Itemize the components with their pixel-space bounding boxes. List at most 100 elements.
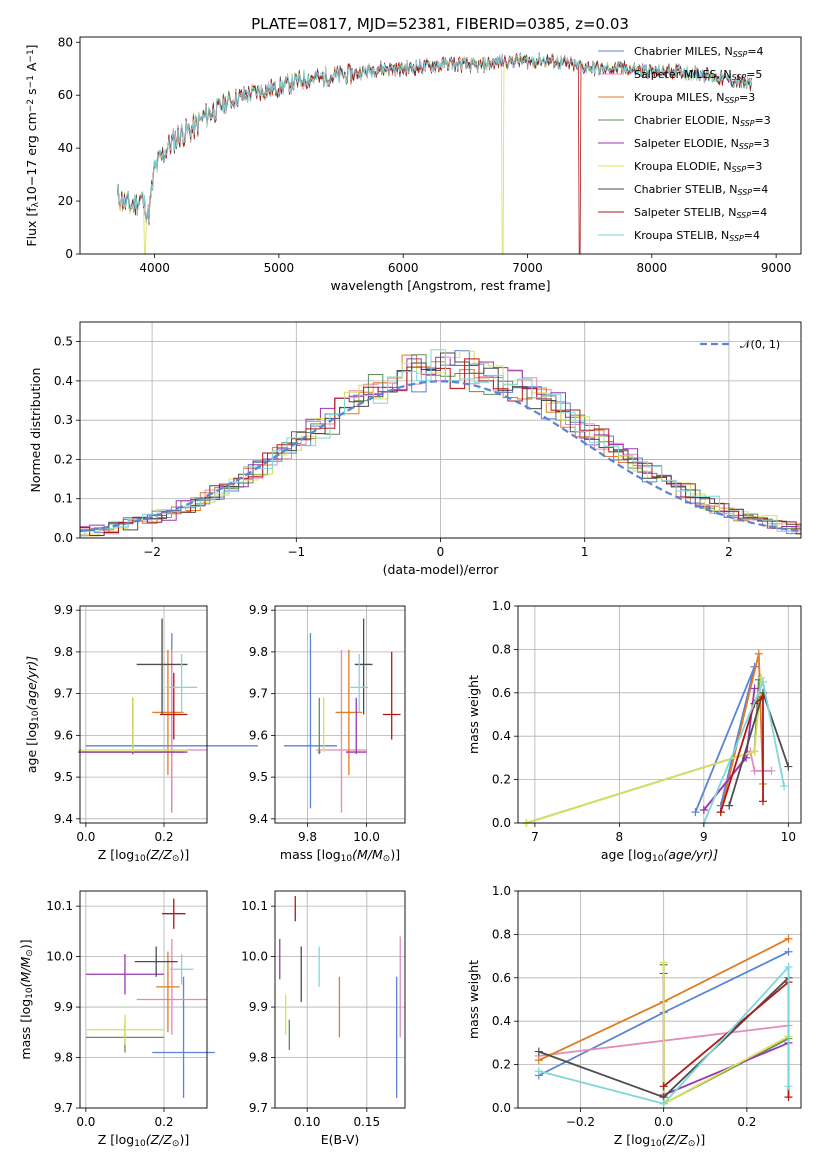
weight-marker (534, 1056, 543, 1065)
spectrum-line-salpeter-stelib (116, 52, 752, 255)
x-axis-label-part: ⊙ (172, 854, 180, 864)
legend-nssp-value: 4 (761, 183, 768, 196)
y-tick-label: 10.1 (241, 899, 268, 913)
x-axis-label: wavelength [Angstrom, rest frame] (330, 278, 550, 293)
x-axis-label: Z [log10(Z/Z⊙)] (98, 847, 189, 864)
legend-nssp-eq: = (744, 229, 753, 242)
weight-marker (659, 1099, 668, 1108)
x-tick-label: 5000 (264, 261, 295, 275)
legend-model-name: Chabrier MILES (634, 45, 718, 58)
y-tick-label: 9.7 (54, 1101, 73, 1115)
y-axis-label-part: s (24, 88, 39, 99)
axes-frame (274, 890, 406, 1109)
weight-marker (784, 762, 793, 771)
y-axis-label-part: 10 (25, 987, 35, 999)
y-tick-label: 9.4 (54, 812, 73, 826)
x-tick-label: 9.8 (298, 830, 317, 844)
weight-marker (784, 934, 793, 943)
y-axis-label-part: λ (31, 201, 41, 207)
normal-reference-curve (79, 380, 802, 533)
x-axis-label: age [log10(age/yr)] (601, 847, 718, 864)
legend-nssp-sub: SSP (732, 165, 747, 174)
x-tick-label: 1 (581, 545, 589, 559)
mass_vs_ebv-frame: 0.10 0.15 9.7 9.8 9.9 10.0 10.1 E(B-V) (241, 890, 406, 1147)
weight-marker (691, 808, 700, 817)
legend-nssp-value: 3 (763, 137, 770, 150)
legend-nssp-eq: = (739, 91, 748, 104)
weight_vs_Z-frame: −0.2 0.0 0.2 0.0 0.2 0.4 0.6 0.8 1.0 Z [log10(Z/Z… (466, 884, 802, 1149)
x-axis-label: E(B-V) (321, 1132, 360, 1147)
spectrum-plot-area (116, 52, 752, 255)
errorbar-point-kroupa-miles (335, 649, 363, 776)
legend-nssp-sub: SSP (724, 96, 739, 105)
y-tick-label: 0.0 (492, 1101, 511, 1115)
legend-entry: Salpeter STELIB, NSSP=4 (634, 206, 767, 220)
errorbar-point-kroupa-miles (152, 649, 184, 776)
weight_vs_age-plot-area (522, 649, 793, 827)
legend-nssp-value: 4 (757, 45, 764, 58)
legend-entry: Salpeter ELODIE, NSSP=3 (634, 137, 770, 151)
axes-frame (79, 605, 208, 824)
weight-marker (784, 1082, 793, 1091)
legend-nssp-sub: SSP (733, 50, 748, 59)
legend-entry: Chabrier MILES, NSSP=4 (634, 45, 764, 59)
errorbar-point-salpeter-miles (136, 649, 207, 813)
x-axis-label: (data-model)/error (383, 562, 500, 577)
y-axis-label-part: −1 (26, 49, 36, 62)
x-tick-label: 0.10 (294, 1115, 321, 1129)
weight-marker (767, 766, 776, 775)
legend-entry: Salpeter MILES, NSSP=5 (634, 68, 762, 82)
residual-histogram-kroupa-stelib (80, 349, 801, 537)
x-tick-label: 9 (700, 830, 708, 844)
legend-nssp-eq: = (746, 68, 755, 81)
x-axis-label: Z [log10(Z/Z⊙)] (614, 1132, 705, 1149)
x-axis-label-part: 10 (134, 854, 146, 864)
x-axis-label-part: (Z/Z (662, 1132, 689, 1147)
y-tick-label: 9.9 (54, 1000, 73, 1014)
y-tick-label: 0.2 (492, 773, 511, 787)
legend-nssp-eq: = (753, 137, 762, 150)
x-tick-label: 0.2 (154, 830, 173, 844)
errorbar-point-chabrier-stelib (136, 618, 188, 715)
axes-frame (79, 36, 802, 255)
y-axis-label-part: A (24, 62, 39, 75)
legend-entry: Kroupa MILES, NSSP=3 (634, 91, 755, 105)
y-tick-label: 10.0 (241, 950, 268, 964)
legend-model-name: Kroupa MILES (634, 91, 709, 104)
legend-entry: Kroupa STELIB, NSSP=4 (634, 229, 760, 243)
errorbar-point-chabrier-stelib (354, 618, 373, 715)
errorbar-point-chabrier-miles (152, 976, 215, 1098)
weight-marker (784, 947, 793, 956)
errorbar-point-chabrier-miles (283, 633, 338, 809)
residuals-plot-area (79, 349, 802, 537)
age_vs_Z-frame: 0.0 0.29.49.59.69.79.89.9Z [log10(Z/Z⊙)]a… (24, 603, 208, 864)
x-axis-label: Z [log10(Z/Z⊙)] (98, 1132, 189, 1149)
x-tick-label: 0.2 (154, 1115, 173, 1129)
errorbar-point-kroupa-elodie (78, 697, 188, 753)
x-tick-label: 7000 (512, 261, 543, 275)
legend-nssp-sub: SSP (740, 119, 755, 128)
x-tick-label: 10.0 (353, 830, 380, 844)
weight-marker (534, 1067, 543, 1076)
legend-entry: Kroupa ELODIE, NSSP=3 (634, 160, 762, 174)
y-tick-label: 40 (58, 141, 73, 155)
x-tick-label: −1 (287, 545, 305, 559)
y-tick-label: 0.2 (54, 452, 73, 466)
legend-model-name: Kroupa STELIB (634, 229, 714, 242)
y-tick-label: 9.8 (249, 645, 268, 659)
legend-nssp-eq: = (746, 160, 755, 173)
errorbar-point-salpeter-stelib (160, 672, 188, 740)
x-axis-label-part: 10 (341, 854, 353, 864)
x-tick-label: 2 (725, 545, 733, 559)
x-tick-label: 4000 (139, 261, 170, 275)
y-axis-label-part: −2 (26, 99, 36, 112)
x-axis-label-part: age [log (601, 847, 652, 862)
age_vs_mass-frame: 9.8 10.0 9.4 9.5 9.6 9.7 9.8 9.9 mass [log10(M/M… (249, 603, 406, 864)
age_vs_mass-axes (275, 606, 405, 823)
residuals-frame: −2 −1 0 1 2 0.0 0.1 0.2 0.3 0.4 0.5 𝒩(0, 1) (data-mo… (28, 321, 802, 577)
weight-marker (758, 797, 767, 806)
x-axis-label-part: Z [log (98, 847, 134, 862)
y-axis-label-part: ⊙ (25, 949, 35, 957)
mass_vs_ebv-plot-area (279, 896, 401, 1098)
